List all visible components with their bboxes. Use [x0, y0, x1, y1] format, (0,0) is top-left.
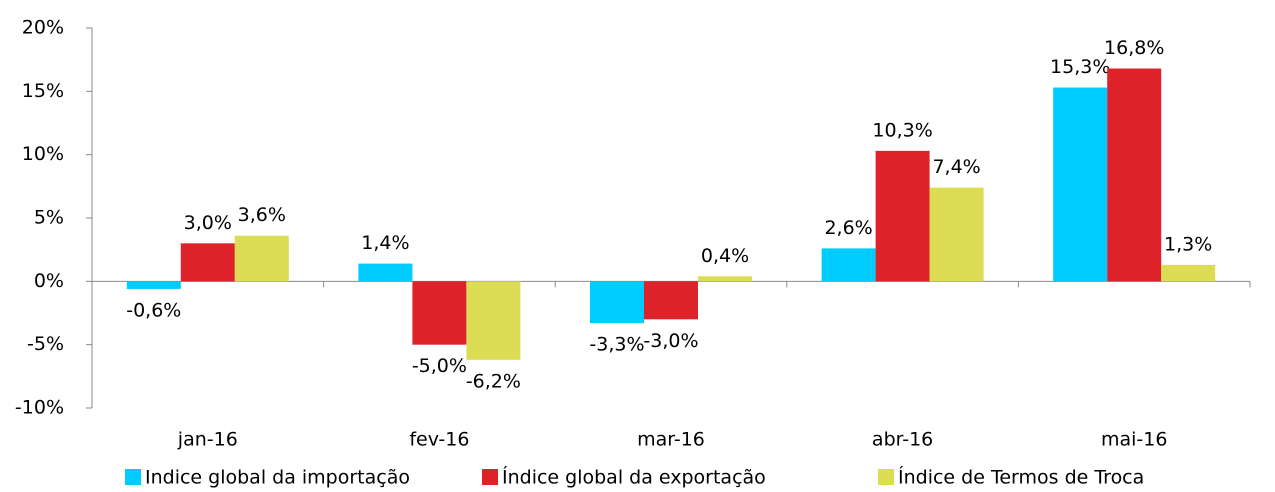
y-tick-label: 5%: [34, 207, 64, 229]
x-tick-label: mai-16: [1101, 429, 1167, 451]
data-label: 3,0%: [184, 212, 232, 234]
data-label: 2,6%: [824, 217, 872, 239]
bar: [698, 276, 752, 282]
y-tick-label: 15%: [22, 80, 64, 102]
legend-swatch: [125, 469, 141, 485]
data-label: -6,2%: [466, 370, 521, 392]
data-label: 0,4%: [701, 245, 749, 267]
y-tick-label: 20%: [22, 17, 64, 39]
legend-label: Índice de Termos de Troca: [898, 466, 1144, 489]
data-label: -3,0%: [643, 330, 698, 352]
bar: [358, 263, 413, 282]
bar: [1161, 264, 1216, 282]
data-label: 7,4%: [932, 156, 980, 178]
x-tick-label: fev-16: [409, 429, 469, 451]
bar: [1107, 68, 1162, 282]
bar: [875, 150, 930, 282]
bar: [644, 281, 698, 320]
bar: [1053, 87, 1108, 282]
bar: [126, 281, 181, 289]
data-label: 1,3%: [1164, 233, 1212, 255]
y-tick-label: -10%: [15, 397, 64, 419]
data-label: 10,3%: [872, 119, 932, 141]
bar: [180, 243, 235, 282]
data-label: 3,6%: [238, 204, 286, 226]
bar: [821, 248, 876, 282]
data-label: -5,0%: [412, 355, 467, 377]
bar: [466, 281, 521, 360]
bar: [412, 281, 467, 345]
legend-swatch: [482, 469, 498, 485]
y-tick-label: 0%: [34, 270, 64, 292]
bar: [590, 281, 644, 324]
data-label: 16,8%: [1104, 37, 1164, 59]
y-tick-label: -5%: [27, 333, 64, 355]
data-label: 1,4%: [361, 232, 409, 254]
data-label: 15,3%: [1050, 56, 1110, 78]
bar: [234, 235, 289, 282]
legend-swatch: [878, 469, 894, 485]
legend-label: Indice global da importação: [145, 467, 410, 489]
data-label: -3,3%: [589, 334, 644, 356]
x-tick-label: mar-16: [637, 429, 705, 451]
legend-label: Índice global da exportação: [502, 466, 766, 489]
x-tick-label: abr-16: [872, 429, 933, 451]
bar: [929, 187, 984, 282]
y-tick-label: 10%: [22, 143, 64, 165]
x-tick-label: jan-16: [177, 429, 238, 451]
data-label: -0,6%: [126, 299, 181, 321]
